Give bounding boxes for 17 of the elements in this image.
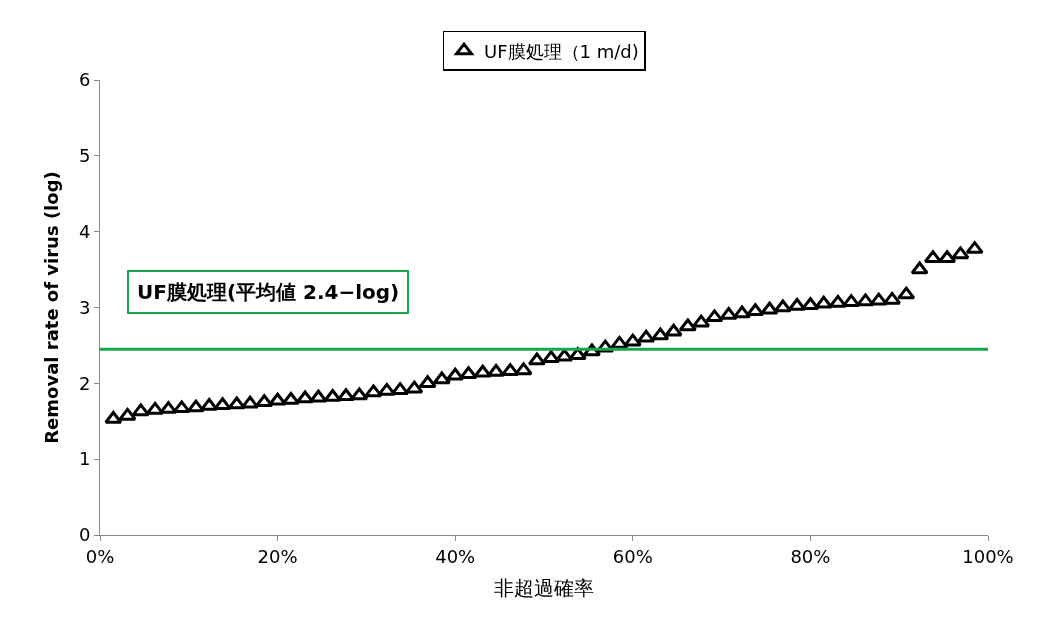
y-tick-label: 0	[78, 524, 91, 546]
x-axis-title: 非超過確率	[494, 576, 594, 601]
y-tick-label: 3	[78, 296, 91, 318]
x-tick-label: 40%	[435, 545, 476, 567]
y-tick-label: 6	[78, 69, 91, 91]
y-tick-label: 2	[78, 372, 91, 394]
ref-line-label: UF膜処理(平均値 2.4−log)	[137, 280, 400, 304]
x-tick-label: 60%	[612, 545, 653, 567]
y-tick-label: 4	[78, 220, 91, 242]
x-tick-label: 80%	[790, 545, 831, 567]
x-tick-label: 100%	[962, 545, 1014, 567]
y-axis-title: Removal rate of virus (log)	[41, 171, 63, 444]
y-tick-label: 5	[78, 145, 91, 167]
x-tick-label: 20%	[257, 545, 298, 567]
y-tick-label: 1	[78, 448, 91, 470]
legend-label: UF膜処理（1 m/d)	[484, 40, 639, 62]
x-tick-label: 0%	[85, 545, 115, 567]
